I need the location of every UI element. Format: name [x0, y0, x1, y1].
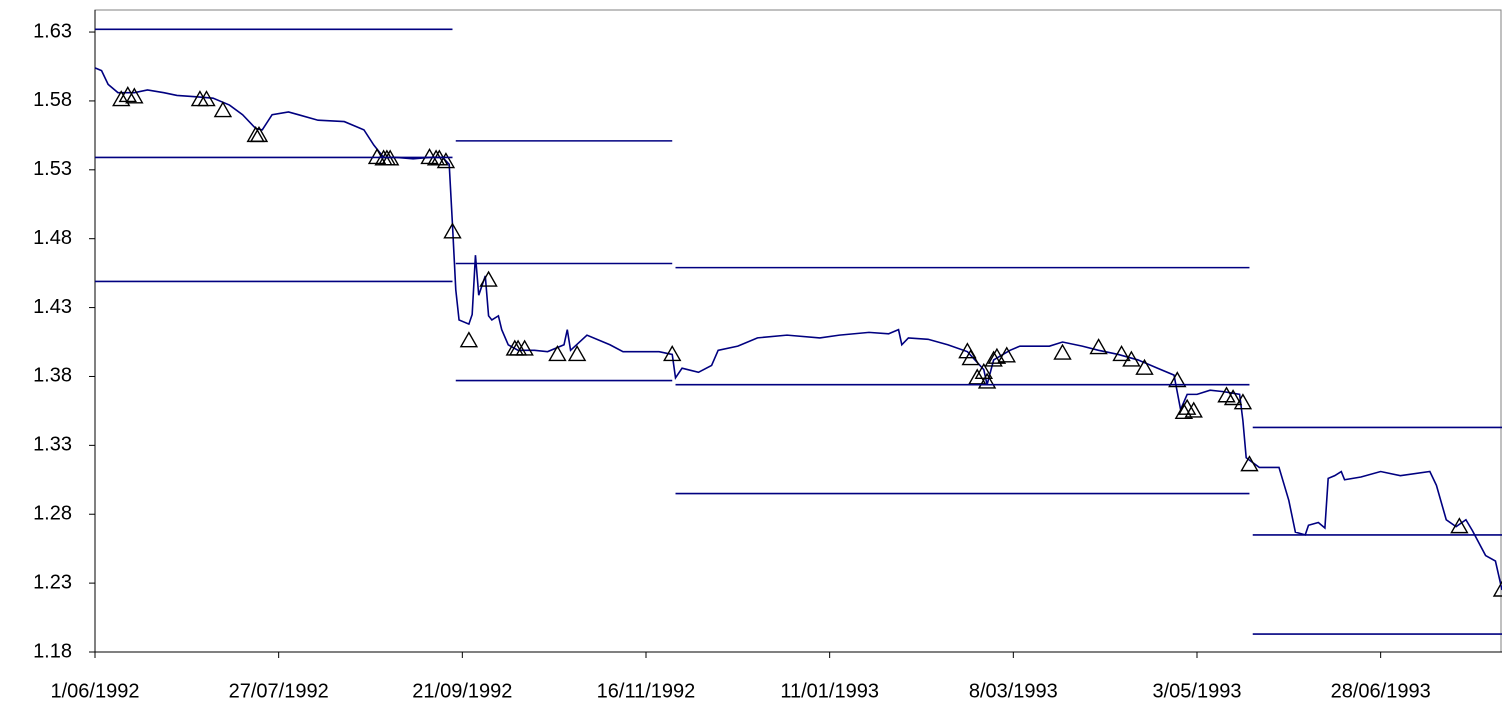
triangle-marker: [515, 339, 534, 356]
triangle-marker: [663, 345, 682, 362]
triangle-marker: [1233, 393, 1253, 410]
triangle-marker: [1492, 580, 1502, 597]
triangle-marker: [112, 90, 131, 107]
x-tick-label: 1/06/1992: [51, 680, 140, 702]
triangle-marker: [1240, 455, 1259, 472]
x-tick-label: 3/05/1993: [1152, 680, 1241, 702]
triangle-marker: [1217, 386, 1236, 403]
triangle-marker: [1053, 343, 1072, 360]
y-tick-label: 1.48: [33, 227, 72, 249]
triangle-marker: [459, 331, 479, 348]
x-tick-label: 8/03/1993: [969, 680, 1058, 702]
triangle-marker: [479, 270, 498, 287]
triangle-marker: [567, 345, 587, 362]
triangle-marker: [1174, 402, 1194, 419]
triangle-marker: [977, 372, 997, 389]
triangle-marker: [1168, 371, 1187, 388]
y-tick-label: 1.33: [33, 434, 72, 456]
triangle-marker: [1089, 338, 1108, 355]
triangle-marker: [213, 101, 233, 118]
triangle-marker: [249, 125, 269, 143]
triangle-marker: [436, 152, 456, 169]
y-tick-label: 1.28: [33, 503, 72, 525]
y-tick-label: 1.38: [33, 365, 72, 387]
triangle-marker: [1122, 350, 1141, 367]
triangle-marker: [968, 368, 987, 385]
plot-frame: [94, 9, 1502, 653]
x-tick-label: 11/01/1993: [780, 680, 879, 702]
triangle-marker: [961, 349, 980, 366]
triangle-marker: [548, 345, 567, 362]
triangle-marker: [1223, 389, 1243, 406]
y-tick-label: 1.63: [33, 20, 72, 42]
triangle-marker: [1450, 517, 1469, 534]
triangle-marker: [1112, 345, 1131, 362]
y-tick-label: 1.18: [33, 640, 72, 662]
y-tick-label: 1.23: [33, 571, 72, 593]
x-tick-label: 28/06/1993: [1331, 680, 1431, 702]
triangle-marker: [997, 346, 1016, 363]
y-tick-label: 1.53: [33, 158, 72, 180]
triangle-marker: [984, 350, 1003, 367]
x-tick-label: 27/07/1992: [229, 680, 329, 702]
triangle-marker: [987, 347, 1007, 364]
x-tick-label: 21/09/1992: [412, 680, 512, 702]
y-tick-label: 1.58: [33, 89, 72, 111]
triangle-marker: [443, 222, 462, 239]
triangle-marker: [125, 87, 144, 104]
y-tick-label: 1.43: [33, 296, 72, 318]
x-tick-label: 16/11/1992: [597, 680, 696, 702]
triangle-marker: [1184, 401, 1203, 418]
series-line: [94, 67, 1502, 591]
triangle-marker: [1135, 358, 1154, 375]
triangle-marker: [197, 90, 216, 107]
